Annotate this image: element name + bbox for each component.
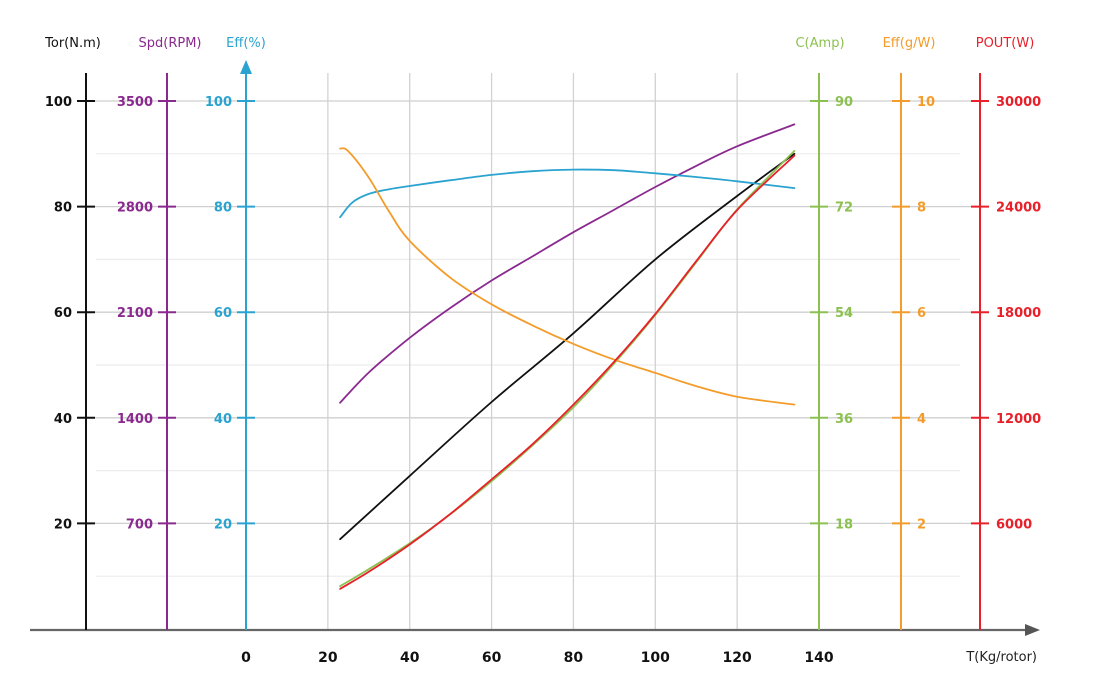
effg-tick-label: 2 — [917, 517, 926, 532]
eff-tick-label: 80 — [214, 201, 232, 216]
series-line-efficiency — [339, 168, 796, 219]
spd-axis-title: Spd(RPM) — [139, 36, 202, 51]
spd-tick-label: 2100 — [117, 306, 153, 321]
x-axis-arrow-icon — [1025, 624, 1040, 636]
x-axis-title: T(Kg/rotor) — [965, 650, 1037, 665]
effg-tick-label: 10 — [917, 95, 935, 110]
x-tick-label: 20 — [318, 650, 338, 666]
effg-axis-title: Eff(g/W) — [883, 36, 936, 51]
x-tick-label: 0 — [241, 650, 251, 666]
pout-tick-label: 24000 — [996, 201, 1041, 216]
series-line-efficiency-g-w — [339, 147, 796, 406]
spd-tick-label: 3500 — [117, 95, 153, 110]
cur-tick-label: 36 — [835, 412, 853, 427]
cur-tick-label: 54 — [835, 306, 853, 321]
pout-tick-label: 18000 — [996, 306, 1041, 321]
grid — [86, 73, 980, 629]
series-line-torque — [339, 152, 796, 541]
x-tick-label: 60 — [482, 650, 502, 666]
x-tick-label: 140 — [804, 650, 833, 666]
pout-axis-title: POUT(W) — [976, 36, 1035, 51]
tor-tick-label: 100 — [45, 95, 72, 110]
pout-tick-label: 6000 — [996, 517, 1032, 532]
cur-tick-label: 90 — [835, 95, 853, 110]
x-tick-label: 100 — [641, 650, 670, 666]
effg-tick-label: 6 — [917, 306, 926, 321]
x-tick-label: 40 — [400, 650, 420, 666]
tor-tick-label: 40 — [54, 412, 72, 427]
effg-tick-label: 4 — [917, 412, 926, 427]
eff-tick-label: 20 — [214, 517, 232, 532]
tor-tick-label: 60 — [54, 306, 72, 321]
tor-tick-label: 20 — [54, 517, 72, 532]
series-lines — [339, 123, 796, 590]
pout-tick-label: 30000 — [996, 95, 1041, 110]
eff-tick-label: 100 — [205, 95, 232, 110]
tor-axis-title: Tor(N.m) — [44, 36, 101, 51]
effg-tick-label: 8 — [917, 201, 926, 216]
labels: 0 20 40 60 80 100 120 140 T(Kg/rotor) Tor(N.m) 100… — [44, 36, 1041, 666]
cur-axis-title: C(Amp) — [795, 36, 844, 51]
series-line-current — [339, 150, 796, 588]
cur-tick-label: 72 — [835, 201, 853, 216]
pout-tick-label: 12000 — [996, 412, 1041, 427]
eff-tick-label: 40 — [214, 412, 232, 427]
eff-axis-arrow-icon — [240, 60, 252, 74]
axes — [30, 60, 1040, 636]
x-tick-label: 120 — [723, 650, 752, 666]
series-line-pout — [339, 154, 796, 590]
spd-tick-label: 2800 — [117, 201, 153, 216]
x-tick-label: 80 — [564, 650, 584, 666]
eff-tick-label: 60 — [214, 306, 232, 321]
spd-tick-label: 700 — [126, 517, 153, 532]
eff-axis-title: Eff(%) — [226, 36, 266, 51]
spd-tick-label: 1400 — [117, 412, 153, 427]
tor-tick-label: 80 — [54, 201, 72, 216]
series-line-speed — [339, 123, 796, 404]
cur-tick-label: 18 — [835, 517, 853, 532]
